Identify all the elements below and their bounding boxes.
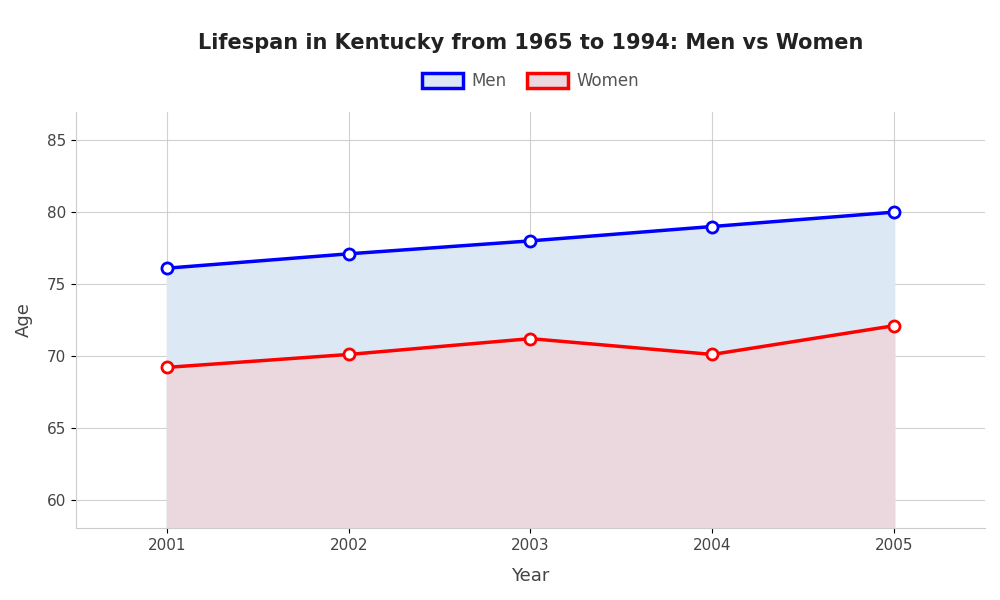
Title: Lifespan in Kentucky from 1965 to 1994: Men vs Women: Lifespan in Kentucky from 1965 to 1994: … [198,33,863,53]
Legend: Men, Women: Men, Women [415,65,646,97]
Y-axis label: Age: Age [15,302,33,337]
X-axis label: Year: Year [511,567,550,585]
